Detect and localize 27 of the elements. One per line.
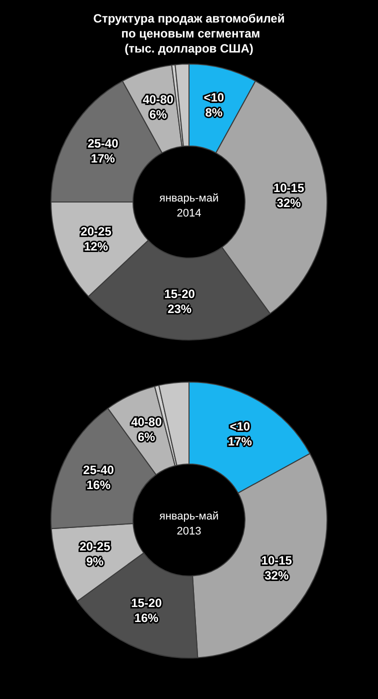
data-label: 17% xyxy=(228,434,252,448)
slice-label: 40-80 xyxy=(131,415,162,430)
slice-label: 10-15 xyxy=(273,181,304,196)
slice-label: 25-40 xyxy=(83,462,114,477)
data-label: 23% xyxy=(168,302,192,316)
chart-title: Структура продаж автомобилей по ценовым сегментам (тыс. долларов США) xyxy=(93,12,285,56)
slice-label: 40-80 xyxy=(142,92,174,106)
slice-label: 15-20 xyxy=(164,287,196,302)
slice-label: 10-15 xyxy=(261,554,292,568)
text: январь-май 2013 xyxy=(159,510,219,538)
slice-label: 20-25 xyxy=(80,224,112,238)
data-label: 9% xyxy=(86,554,104,568)
data-label: 32% xyxy=(276,196,302,210)
slice-label: 15-20 xyxy=(131,596,162,610)
data-label: 8% xyxy=(205,106,223,120)
data-label: 16% xyxy=(86,478,111,492)
slice-label: 25-40 xyxy=(88,136,119,151)
data-label: 6% xyxy=(138,430,156,444)
data-label: 16% xyxy=(134,610,159,625)
data-label: 12% xyxy=(84,239,108,254)
data-label: 32% xyxy=(264,568,289,583)
slice-label: <10 xyxy=(230,419,250,434)
slice-label: <10 xyxy=(204,90,224,105)
data-label: 6% xyxy=(149,107,168,122)
data-label: 17% xyxy=(90,152,116,166)
text: январь-май 2014 xyxy=(159,192,219,220)
slice-label: 20-25 xyxy=(80,539,111,554)
